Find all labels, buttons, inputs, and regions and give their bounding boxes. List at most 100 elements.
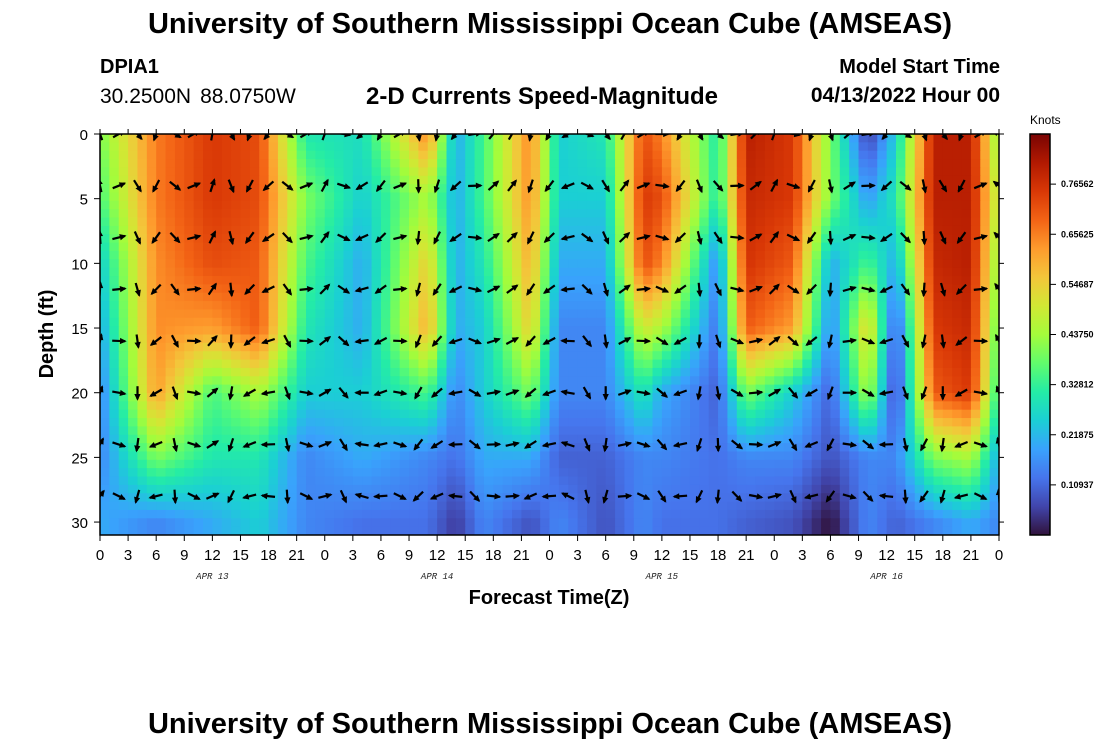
heat-cell bbox=[371, 284, 382, 294]
heat-cell bbox=[455, 409, 466, 419]
heat-cell bbox=[586, 409, 597, 419]
heat-cell bbox=[764, 359, 775, 369]
heat-cell bbox=[212, 326, 223, 336]
heat-cell bbox=[268, 284, 279, 294]
heat-cell bbox=[914, 284, 925, 294]
heat-cell bbox=[418, 167, 429, 177]
heat-cell bbox=[549, 142, 560, 152]
heat-cell bbox=[568, 451, 579, 461]
current-arrow bbox=[827, 386, 834, 401]
heat-cell bbox=[802, 234, 813, 244]
heat-cell bbox=[849, 367, 860, 377]
heat-cell bbox=[774, 351, 785, 361]
heat-cell bbox=[905, 234, 916, 244]
heat-cell bbox=[970, 142, 981, 152]
heat-cell bbox=[886, 359, 897, 369]
current-arrow bbox=[636, 441, 651, 448]
heat-cell bbox=[296, 334, 307, 344]
heat-cell bbox=[558, 418, 569, 427]
heat-cell bbox=[352, 267, 363, 277]
heat-cell bbox=[952, 184, 963, 194]
heat-cell bbox=[362, 526, 373, 535]
heat-cell bbox=[633, 509, 644, 519]
heat-cell bbox=[380, 359, 391, 369]
heat-cell bbox=[708, 309, 719, 319]
heat-cell bbox=[895, 225, 906, 235]
heat-cell bbox=[465, 401, 476, 411]
heat-cell bbox=[605, 301, 616, 311]
heat-cell bbox=[652, 150, 663, 160]
heat-cell bbox=[174, 451, 185, 461]
heat-cell bbox=[577, 484, 588, 494]
heat-cell bbox=[718, 392, 729, 402]
heat-cell bbox=[746, 292, 757, 302]
heat-cell bbox=[343, 434, 354, 444]
current-arrow bbox=[584, 489, 591, 504]
heat-cell bbox=[203, 259, 213, 269]
heat-cell bbox=[100, 317, 110, 327]
heat-cell bbox=[427, 225, 438, 235]
heat-cell bbox=[774, 418, 785, 427]
heat-cell bbox=[324, 292, 335, 302]
heat-cell bbox=[296, 509, 307, 519]
heat-cell bbox=[568, 250, 579, 260]
heat-cell bbox=[615, 509, 626, 519]
heat-cell bbox=[128, 234, 139, 244]
heat-cell bbox=[746, 309, 757, 319]
heat-cell bbox=[755, 317, 766, 327]
heat-cell bbox=[474, 259, 485, 269]
heat-cell bbox=[858, 418, 869, 427]
heat-cell bbox=[221, 409, 232, 419]
current-arrow bbox=[618, 284, 631, 294]
heat-cell bbox=[437, 459, 448, 469]
heat-cell bbox=[277, 326, 288, 336]
heat-cell bbox=[128, 359, 139, 369]
current-arrow bbox=[730, 337, 745, 345]
heat-cell bbox=[502, 384, 513, 394]
heat-cell bbox=[390, 468, 401, 478]
heat-cell bbox=[193, 209, 204, 219]
heat-cell bbox=[437, 359, 448, 369]
heat-cell bbox=[905, 292, 916, 302]
current-arrow bbox=[583, 437, 591, 452]
heat-cell bbox=[895, 418, 906, 427]
heat-cell bbox=[193, 409, 204, 419]
heat-cell bbox=[418, 342, 429, 352]
heat-cell bbox=[858, 526, 869, 535]
heat-cell bbox=[952, 443, 963, 453]
heat-cell bbox=[577, 309, 588, 319]
heat-cell bbox=[970, 434, 981, 444]
heat-cell bbox=[455, 518, 466, 528]
heat-cell bbox=[615, 459, 626, 469]
heat-cell bbox=[109, 134, 120, 143]
heat-cell bbox=[858, 476, 869, 486]
heat-cell bbox=[830, 409, 841, 419]
heat-cell bbox=[362, 267, 373, 277]
heat-cell bbox=[718, 284, 729, 294]
heat-cell bbox=[877, 317, 888, 327]
heat-cell bbox=[268, 234, 279, 244]
heat-cell bbox=[455, 468, 466, 478]
heat-cell bbox=[708, 175, 719, 185]
heat-cell bbox=[586, 342, 597, 352]
heat-cell bbox=[643, 234, 654, 244]
heat-cell bbox=[362, 301, 373, 311]
heat-cell bbox=[755, 518, 766, 528]
heat-cell bbox=[699, 175, 710, 185]
heat-cell bbox=[380, 384, 391, 394]
heat-cell bbox=[446, 426, 457, 436]
heat-cell bbox=[914, 434, 925, 444]
heat-cell bbox=[465, 259, 476, 269]
heat-cell bbox=[905, 334, 916, 344]
heat-cell bbox=[699, 459, 710, 469]
heat-cell bbox=[783, 359, 794, 369]
heat-cell bbox=[409, 192, 419, 202]
heat-cell bbox=[455, 476, 466, 486]
heat-cell bbox=[952, 384, 963, 394]
heat-cell bbox=[418, 443, 429, 453]
current-arrow bbox=[447, 441, 463, 448]
heat-cell bbox=[633, 493, 644, 503]
heat-cell bbox=[493, 351, 504, 361]
current-arrow bbox=[376, 134, 383, 141]
heat-cell bbox=[521, 376, 532, 386]
